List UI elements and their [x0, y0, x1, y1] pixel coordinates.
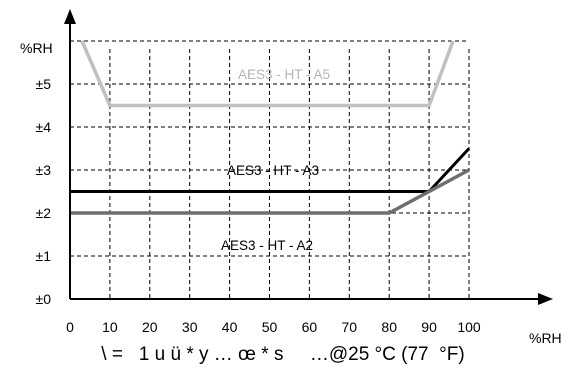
y-tick-label: ±5 [36, 76, 52, 92]
series-labels: AES3 - HT - A5 AES3 - HT - A3 AES3 - HT - … [221, 67, 330, 253]
x-tick-label: 80 [381, 319, 397, 335]
chart-caption: \ = 1 u ü * y … œ * s …@25 °C (77 °F) [101, 344, 465, 365]
axes [64, 9, 553, 305]
x-axis-arrow [538, 293, 553, 305]
series-label-1: AES3 - HT - A5 [238, 67, 330, 82]
y-tick-label: ±2 [36, 205, 52, 221]
series-label-3: AES3 - HT - A2 [221, 238, 313, 253]
x-tick-label: 90 [421, 319, 437, 335]
x-tick-label: 60 [302, 319, 318, 335]
x-tick-label: 10 [102, 319, 118, 335]
y-tick-label: ±3 [36, 162, 52, 178]
x-tick-label: 70 [342, 319, 358, 335]
x-axis-title: %RH [529, 330, 562, 346]
x-tick-label: 50 [262, 319, 278, 335]
series-line-3 [70, 168, 470, 215]
x-tick-label: 20 [142, 319, 158, 335]
series-lines [70, 40, 471, 215]
y-tick-label: ±4 [36, 119, 52, 135]
tick-labels: 0 10 20 30 40 50 60 70 80 90 100 ±0 ±1 ±2 ±3 ±4 ±5 [36, 76, 481, 335]
y-axis-title: %RH [20, 40, 53, 56]
y-axis-arrow [64, 9, 76, 24]
y-tick-label: ±1 [36, 248, 52, 264]
x-tick-label: 100 [457, 319, 481, 335]
x-tick-label: 0 [66, 319, 74, 335]
series-line-1 [80, 40, 455, 108]
y-tick-label: ±0 [36, 291, 52, 307]
series-label-2: AES3 - HT - A3 [227, 163, 319, 178]
x-tick-label: 30 [182, 319, 198, 335]
x-tick-label: 40 [222, 319, 238, 335]
